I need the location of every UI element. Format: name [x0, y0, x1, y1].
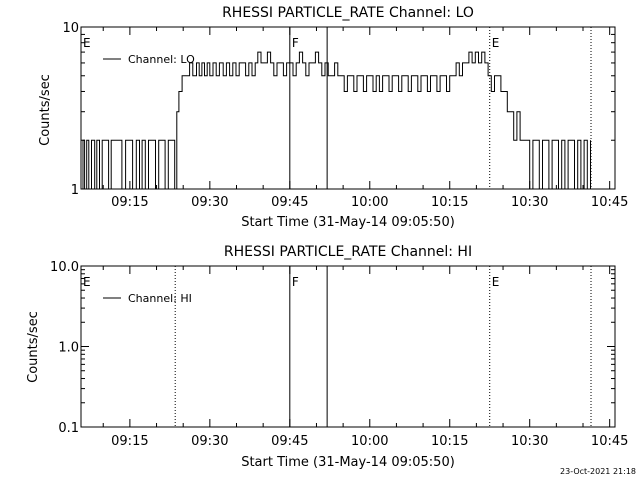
x-axis-label: Start Time (31-May-14 09:05:50): [241, 215, 455, 230]
plot-border: [80, 26, 616, 190]
x-tick-label: 10:45: [591, 434, 628, 449]
y-axis-label: Counts/sec: [38, 74, 53, 146]
plot-border: [80, 265, 616, 428]
x-tick-label: 10:45: [591, 195, 628, 210]
panel-hi-channel: RHESSI PARTICLE_RATE Channel: HI Counts/…: [26, 244, 628, 470]
chart-title: RHESSI PARTICLE_RATE Channel: HI: [224, 244, 472, 260]
x-tick-label: 09:30: [191, 434, 228, 449]
marker-label: E: [83, 36, 91, 50]
axis-ticks: 09:15 09:30 09:45 10:00 10:15 10:30 10:45 10 1: [62, 21, 628, 210]
legend: Channel: LO: [103, 53, 195, 66]
marker-label: E: [492, 36, 500, 50]
marker-label: F: [292, 36, 299, 50]
plot-timestamp: 23-Oct-2021 21:18: [560, 467, 636, 476]
y-tick-label: 1: [71, 183, 79, 198]
x-tick-label: 09:45: [271, 434, 308, 449]
marker-label: F: [292, 275, 299, 289]
y-tick-label: 10.0: [50, 260, 79, 275]
marker-label: E: [492, 275, 500, 289]
legend-label: Channel: LO: [128, 53, 195, 66]
plot-frame: [80, 265, 616, 428]
y-axis-label: Counts/sec: [26, 311, 41, 383]
y-tick-label: 0.1: [58, 421, 79, 436]
x-tick-label: 09:15: [111, 195, 148, 210]
y-tick-label: 10: [62, 21, 79, 36]
series-line: [80, 51, 591, 190]
x-tick-label: 10:15: [431, 195, 468, 210]
x-tick-label: 10:00: [351, 195, 388, 210]
x-tick-label: 10:00: [351, 434, 388, 449]
data-series: [80, 51, 591, 190]
x-tick-label: 10:30: [511, 195, 548, 210]
marker-label: E: [83, 275, 91, 289]
legend: Channel: HI: [103, 292, 192, 305]
axis-ticks: 09:15 09:30 09:45 10:00 10:15 10:30 10:45 10.0 1…: [50, 260, 628, 449]
x-tick-label: 10:15: [431, 434, 468, 449]
legend-label: Channel: HI: [128, 292, 192, 305]
plot-frame: [80, 26, 616, 190]
x-tick-label: 09:15: [111, 434, 148, 449]
x-axis-label: Start Time (31-May-14 09:05:50): [241, 455, 455, 470]
x-tick-label: 10:30: [511, 434, 548, 449]
chart-title: RHESSI PARTICLE_RATE Channel: LO: [222, 5, 474, 21]
x-tick-label: 09:30: [191, 195, 228, 210]
y-tick-label: 1.0: [58, 341, 79, 356]
panel-lo-channel: RHESSI PARTICLE_RATE Channel: LO Counts/…: [38, 5, 628, 230]
x-tick-label: 09:45: [271, 195, 308, 210]
